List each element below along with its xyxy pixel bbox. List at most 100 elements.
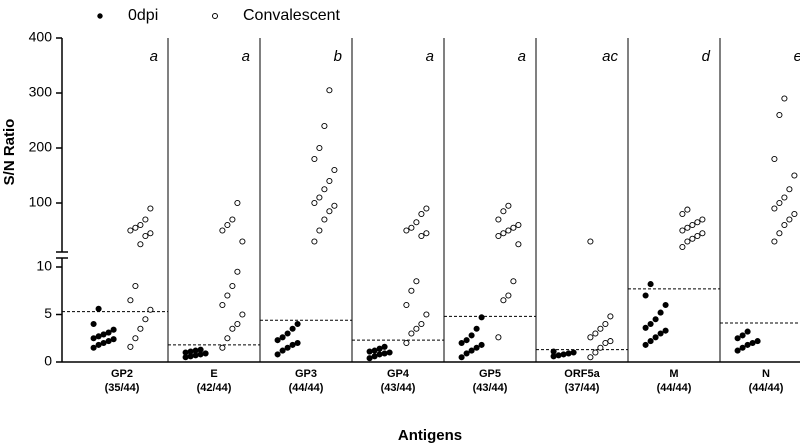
data-point: [128, 228, 133, 233]
data-point: [695, 233, 700, 238]
data-point: [603, 321, 608, 326]
data-point: [648, 321, 653, 326]
data-point: [111, 327, 116, 332]
legend-marker: [213, 14, 218, 19]
data-point: [133, 225, 138, 230]
data-point: [690, 222, 695, 227]
data-point: [506, 293, 511, 298]
data-point: [419, 211, 424, 216]
data-point: [424, 312, 429, 317]
data-point: [680, 228, 685, 233]
data-point: [143, 317, 148, 322]
group-count: (42/44): [197, 382, 232, 394]
data-point: [603, 340, 608, 345]
data-point: [235, 200, 240, 205]
data-point: [372, 354, 377, 359]
data-point: [332, 203, 337, 208]
data-point: [225, 336, 230, 341]
data-point: [777, 200, 782, 205]
group-count: (44/44): [289, 382, 324, 394]
data-point: [755, 339, 760, 344]
data-point: [685, 225, 690, 230]
data-point: [327, 178, 332, 183]
data-point: [148, 307, 153, 312]
data-point: [511, 225, 516, 230]
data-point: [653, 335, 658, 340]
data-point: [240, 312, 245, 317]
y-tick-label: 400: [29, 29, 53, 45]
data-point: [648, 282, 653, 287]
data-point: [240, 239, 245, 244]
data-point: [469, 348, 474, 353]
data-point: [414, 220, 419, 225]
data-point: [404, 302, 409, 307]
data-point: [787, 187, 792, 192]
data-point: [663, 302, 668, 307]
data-point: [685, 239, 690, 244]
data-point: [464, 338, 469, 343]
y-tick-label: 200: [29, 139, 53, 155]
data-point: [409, 288, 414, 293]
data-point: [203, 351, 208, 356]
data-point: [593, 350, 598, 355]
data-point: [295, 321, 300, 326]
group-count: (43/44): [473, 382, 508, 394]
data-point: [295, 340, 300, 345]
data-point: [516, 242, 521, 247]
data-point: [382, 351, 387, 356]
data-point: [148, 206, 153, 211]
x-axis-label: Antigens: [398, 427, 462, 444]
y-tick-label: 10: [36, 258, 52, 274]
data-point: [459, 355, 464, 360]
data-point: [419, 233, 424, 238]
data-point: [138, 242, 143, 247]
data-point: [685, 207, 690, 212]
data-point: [782, 195, 787, 200]
data-point: [220, 228, 225, 233]
data-point: [101, 332, 106, 337]
data-point: [290, 342, 295, 347]
data-point: [588, 239, 593, 244]
data-point: [588, 335, 593, 340]
data-point: [312, 156, 317, 161]
data-point: [695, 220, 700, 225]
data-point: [571, 350, 576, 355]
data-point: [143, 217, 148, 222]
data-point: [91, 345, 96, 350]
data-point: [745, 342, 750, 347]
group-count: (37/44): [565, 382, 600, 394]
data-point: [658, 310, 663, 315]
data-point: [322, 187, 327, 192]
y-tick-label: 5: [44, 305, 52, 321]
data-point: [643, 342, 648, 347]
data-point: [382, 344, 387, 349]
data-point: [777, 112, 782, 117]
data-point: [128, 344, 133, 349]
group-letter: a: [242, 48, 250, 65]
group-count: (44/44): [657, 382, 692, 394]
data-point: [220, 302, 225, 307]
data-point: [787, 217, 792, 222]
data-point: [464, 351, 469, 356]
group-letter: d: [702, 48, 711, 65]
data-point: [312, 239, 317, 244]
data-point: [404, 340, 409, 345]
data-point: [608, 314, 613, 319]
data-point: [658, 331, 663, 336]
data-point: [148, 231, 153, 236]
data-point: [474, 326, 479, 331]
data-point: [643, 325, 648, 330]
data-point: [377, 346, 382, 351]
group-letter: b: [334, 48, 342, 65]
data-point: [230, 326, 235, 331]
data-point: [280, 335, 285, 340]
data-point: [322, 217, 327, 222]
data-point: [327, 88, 332, 93]
data-point: [312, 200, 317, 205]
data-point: [101, 340, 106, 345]
data-point: [193, 348, 198, 353]
data-point: [96, 334, 101, 339]
data-point: [332, 167, 337, 172]
data-point: [317, 145, 322, 150]
y-tick-label: 0: [44, 353, 52, 369]
